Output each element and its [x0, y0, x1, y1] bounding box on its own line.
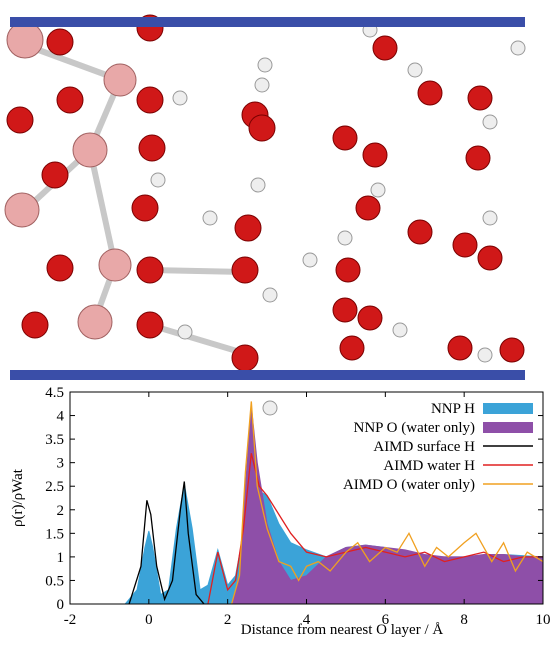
- line: [230, 401, 543, 604]
- molecular-snapshot: [4, 14, 526, 416]
- atom: [6, 21, 44, 59]
- atom: [56, 86, 84, 114]
- atom: [355, 195, 381, 221]
- atom: [262, 287, 278, 303]
- atom: [362, 142, 388, 168]
- atom: [4, 192, 40, 228]
- x-tick-label: 4: [303, 612, 311, 628]
- bond: [87, 149, 118, 266]
- atom: [177, 324, 193, 340]
- atom: [477, 347, 493, 363]
- legend-label: AIMD O (water only): [343, 477, 475, 493]
- x-tick-label: 6: [382, 612, 390, 628]
- atom: [465, 145, 491, 171]
- line: [128, 481, 205, 604]
- atom: [499, 337, 525, 363]
- plot-area: [124, 401, 543, 604]
- atom: [41, 161, 69, 189]
- atom: [103, 63, 137, 97]
- atom: [482, 210, 498, 226]
- atom: [370, 182, 386, 198]
- y-tick-label: 0: [57, 597, 65, 613]
- atom: [447, 335, 473, 361]
- atom: [6, 106, 34, 134]
- atom: [417, 80, 443, 106]
- y-tick-label: 4.5: [45, 385, 64, 401]
- atom: [257, 57, 273, 73]
- atom: [136, 86, 164, 114]
- legend-label: NNP H: [431, 401, 475, 417]
- atom: [337, 230, 353, 246]
- atom: [231, 256, 259, 284]
- atom: [250, 177, 266, 193]
- legend-swatch: [483, 403, 533, 414]
- atom: [77, 304, 113, 340]
- bond: [149, 322, 251, 358]
- atom: [254, 77, 270, 93]
- atom: [231, 344, 259, 372]
- atom: [510, 40, 526, 56]
- atom: [357, 305, 383, 331]
- atom: [72, 132, 108, 168]
- atom: [482, 114, 498, 130]
- x-tick-label: 0: [145, 612, 153, 628]
- atom: [335, 257, 361, 283]
- density-chart: Distance from nearest O layer / Å ρ(r)/ρ…: [10, 385, 551, 638]
- x-tick-label: 2: [224, 612, 232, 628]
- atom: [21, 311, 49, 339]
- atom: [150, 172, 166, 188]
- atom: [202, 210, 218, 226]
- x-tick-label: 10: [536, 612, 551, 628]
- atom: [302, 252, 318, 268]
- atom: [172, 90, 188, 106]
- bond: [149, 267, 246, 275]
- atom: [138, 134, 166, 162]
- x-axis-label: Distance from nearest O layer / Å: [241, 622, 444, 638]
- boundary-bar: [10, 370, 525, 380]
- legend-swatch: [483, 422, 533, 433]
- y-tick-label: 3.5: [45, 432, 64, 448]
- bond: [23, 42, 122, 83]
- y-tick-label: 1: [57, 550, 65, 566]
- y-tick-label: 0.5: [45, 573, 64, 589]
- atom: [46, 254, 74, 282]
- y-tick-label: 4: [57, 409, 65, 425]
- atom: [372, 35, 398, 61]
- atom: [234, 214, 262, 242]
- atom: [477, 245, 503, 271]
- atom: [467, 85, 493, 111]
- y-tick-label: 2: [57, 503, 65, 519]
- atom: [452, 232, 478, 258]
- legend-label: AIMD water H: [383, 458, 475, 474]
- area: [231, 406, 543, 604]
- legend-label: NNP O (water only): [353, 420, 475, 436]
- atom: [46, 28, 74, 56]
- y-axis-label: ρ(r)/ρWat: [10, 468, 26, 527]
- atom: [136, 311, 164, 339]
- atom: [131, 194, 159, 222]
- x-tick-label: -2: [64, 612, 77, 628]
- atom: [392, 322, 408, 338]
- atom: [262, 400, 278, 416]
- y-tick-label: 1.5: [45, 526, 64, 542]
- atom: [339, 335, 365, 361]
- atom: [248, 114, 276, 142]
- atom: [98, 248, 132, 282]
- legend-label: AIMD surface H: [373, 439, 475, 455]
- atom: [332, 297, 358, 323]
- atom: [332, 125, 358, 151]
- y-tick-label: 2.5: [45, 479, 64, 495]
- atom: [407, 219, 433, 245]
- atom: [136, 256, 164, 284]
- boundary-bar: [10, 17, 525, 27]
- atom: [407, 62, 423, 78]
- y-tick-label: 3: [57, 456, 65, 472]
- x-tick-label: 8: [460, 612, 468, 628]
